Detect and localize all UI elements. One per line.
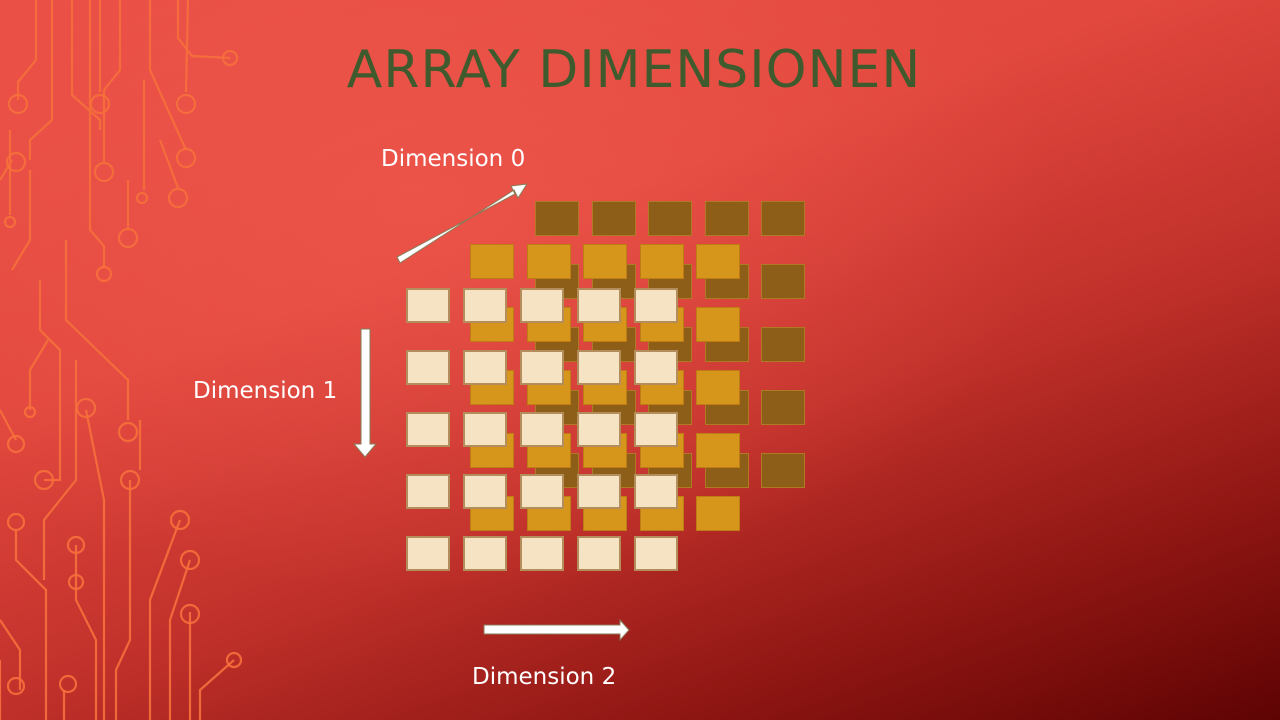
front-layer-cell [634, 350, 678, 385]
back-layer-cell [761, 327, 805, 362]
dimension-0-arrow [396, 183, 528, 264]
middle-layer-cell [696, 496, 740, 531]
dimension-0-label: Dimension 0 [381, 146, 526, 172]
front-layer-cell [520, 288, 564, 323]
dimension-2-label: Dimension 2 [472, 664, 617, 690]
back-layer-cell [761, 201, 805, 236]
front-layer-cell [520, 412, 564, 447]
circuit-decoration [0, 0, 243, 720]
back-layer-cell [535, 201, 579, 236]
front-layer-cell [520, 536, 564, 571]
middle-layer-cell [583, 244, 627, 279]
slide-title: ARRAY DIMENSIONEN [346, 40, 922, 100]
front-layer-cell [463, 350, 507, 385]
front-layer-cell [634, 536, 678, 571]
front-layer-cell [577, 350, 621, 385]
front-layer-cell [577, 536, 621, 571]
back-layer-cell [705, 201, 749, 236]
dimension-1-label: Dimension 1 [193, 378, 338, 404]
back-layer-cell [761, 453, 805, 488]
middle-layer-cell [527, 244, 571, 279]
front-layer-cell [520, 474, 564, 509]
dimension-1-arrow [352, 328, 378, 458]
back-layer-cell [761, 390, 805, 425]
middle-layer-cell [640, 244, 684, 279]
dimension-2-arrow [483, 618, 630, 642]
front-layer-cell [463, 474, 507, 509]
back-layer-cell [592, 201, 636, 236]
front-layer-cell [463, 412, 507, 447]
back-layer-cell [761, 264, 805, 299]
front-layer-cell [577, 474, 621, 509]
front-layer-cell [406, 412, 450, 447]
back-layer-cell [648, 201, 692, 236]
front-layer-cell [406, 474, 450, 509]
front-layer-cell [406, 536, 450, 571]
front-layer-cell [634, 474, 678, 509]
middle-layer-cell [696, 370, 740, 405]
front-layer-cell [634, 412, 678, 447]
front-layer-cell [406, 288, 450, 323]
middle-layer-cell [696, 433, 740, 468]
front-layer-cell [520, 350, 564, 385]
front-layer-cell [406, 350, 450, 385]
front-layer-cell [577, 288, 621, 323]
front-layer-cell [463, 288, 507, 323]
middle-layer-cell [470, 244, 514, 279]
front-layer-cell [577, 412, 621, 447]
front-layer-cell [634, 288, 678, 323]
middle-layer-cell [696, 307, 740, 342]
front-layer-cell [463, 536, 507, 571]
middle-layer-cell [696, 244, 740, 279]
